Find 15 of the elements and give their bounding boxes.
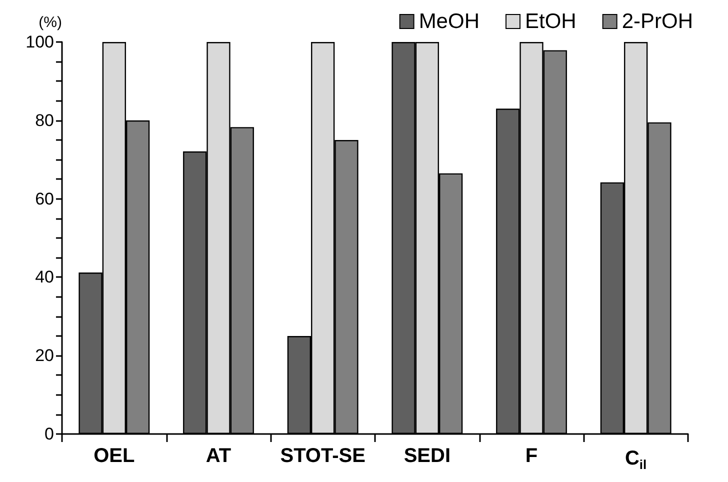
- legend-label: MeOH: [418, 10, 480, 33]
- legend-label: 2-PrOH: [622, 10, 694, 33]
- x-tick-label: OEL: [94, 445, 135, 467]
- y-tick-label: 100: [26, 32, 54, 52]
- y-tick-label: 40: [35, 268, 54, 287]
- x-tick-label: STOT-SE: [280, 445, 366, 467]
- y-axis-title: (%): [38, 14, 62, 31]
- y-tick-label: 20: [35, 346, 54, 366]
- y-tick-label: 0: [44, 424, 54, 444]
- legend-label: EtOH: [524, 10, 576, 33]
- x-tick-label: AT: [206, 445, 232, 467]
- y-tick-label: 60: [35, 189, 54, 208]
- x-tick-label: SEDI: [404, 445, 451, 467]
- y-tick-label: 80: [35, 110, 54, 130]
- x-tick-label: F: [525, 445, 538, 467]
